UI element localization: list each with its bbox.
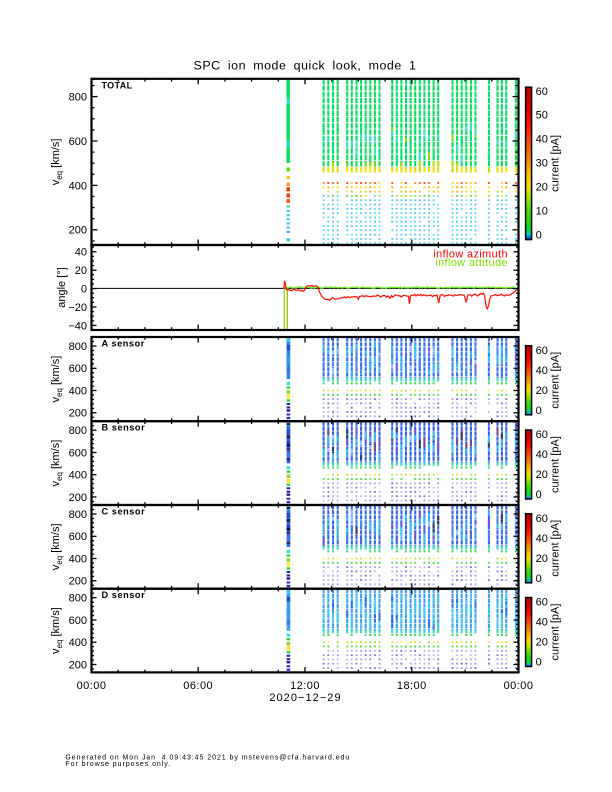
svg-text:TOTAL: TOTAL bbox=[102, 81, 133, 91]
svg-text:200: 200 bbox=[69, 659, 87, 671]
svg-text:40: 40 bbox=[75, 247, 87, 259]
svg-text:0: 0 bbox=[536, 657, 542, 669]
svg-text:20: 20 bbox=[536, 182, 548, 194]
svg-text:0: 0 bbox=[536, 573, 542, 585]
svg-text:200: 200 bbox=[69, 576, 87, 588]
svg-text:40: 40 bbox=[536, 449, 548, 461]
svg-text:12:00: 12:00 bbox=[290, 680, 320, 692]
svg-text:B sensor: B sensor bbox=[102, 423, 146, 433]
svg-text:400: 400 bbox=[69, 385, 87, 397]
svg-text:SPC ion mode quick look, mode: SPC ion mode quick look, mode 1 bbox=[194, 59, 417, 73]
svg-text:60: 60 bbox=[536, 345, 548, 357]
svg-text:20: 20 bbox=[536, 637, 548, 649]
svg-text:10: 10 bbox=[536, 206, 548, 218]
svg-text:inflow attitude: inflow attitude bbox=[435, 257, 508, 269]
svg-text:current [pA]: current [pA] bbox=[550, 135, 562, 192]
svg-text:For browse purposes only.: For browse purposes only. bbox=[65, 761, 171, 768]
svg-text:40: 40 bbox=[536, 134, 548, 146]
svg-text:800: 800 bbox=[69, 341, 87, 353]
svg-text:600: 600 bbox=[69, 136, 87, 148]
svg-text:60: 60 bbox=[536, 429, 548, 441]
svg-text:200: 200 bbox=[69, 408, 87, 420]
svg-text:C sensor: C sensor bbox=[102, 507, 146, 517]
svg-text:400: 400 bbox=[69, 470, 87, 482]
svg-text:400: 400 bbox=[69, 180, 87, 192]
svg-text:200: 200 bbox=[69, 225, 87, 237]
svg-text:800: 800 bbox=[69, 425, 87, 437]
svg-text:20: 20 bbox=[536, 385, 548, 397]
svg-text:20: 20 bbox=[536, 553, 548, 565]
svg-text:20: 20 bbox=[75, 265, 87, 277]
svg-text:00:00: 00:00 bbox=[504, 680, 534, 692]
svg-text:−40: −40 bbox=[68, 320, 87, 332]
svg-text:800: 800 bbox=[69, 593, 87, 605]
svg-text:40: 40 bbox=[536, 617, 548, 629]
svg-text:inflow azimuth: inflow azimuth bbox=[433, 249, 508, 261]
svg-text:D sensor: D sensor bbox=[102, 590, 146, 600]
svg-text:50: 50 bbox=[536, 110, 548, 122]
svg-text:600: 600 bbox=[69, 615, 87, 627]
svg-text:40: 40 bbox=[536, 365, 548, 377]
svg-text:60: 60 bbox=[536, 513, 548, 525]
svg-text:400: 400 bbox=[69, 637, 87, 649]
svg-text:800: 800 bbox=[69, 92, 87, 104]
svg-text:Generated on Mon Jan 4 09:43:: Generated on Mon Jan 4 09:43:45 2021 by … bbox=[65, 754, 350, 761]
svg-text:200: 200 bbox=[69, 492, 87, 504]
svg-text:60: 60 bbox=[536, 86, 548, 98]
svg-text:40: 40 bbox=[536, 533, 548, 545]
svg-text:0: 0 bbox=[81, 284, 87, 296]
svg-text:600: 600 bbox=[69, 531, 87, 543]
svg-text:400: 400 bbox=[69, 553, 87, 565]
svg-text:600: 600 bbox=[69, 447, 87, 459]
svg-text:0: 0 bbox=[536, 489, 542, 501]
svg-text:2020−12−29: 2020−12−29 bbox=[269, 692, 341, 704]
svg-text:00:00: 00:00 bbox=[77, 680, 107, 692]
svg-text:20: 20 bbox=[536, 469, 548, 481]
svg-text:A sensor: A sensor bbox=[102, 339, 145, 349]
svg-text:60: 60 bbox=[536, 597, 548, 609]
svg-text:30: 30 bbox=[536, 158, 548, 170]
svg-text:current [pA]: current [pA] bbox=[550, 604, 562, 661]
svg-text:18:00: 18:00 bbox=[397, 680, 427, 692]
svg-text:0: 0 bbox=[536, 405, 542, 417]
svg-text:angle [°]: angle [°] bbox=[56, 267, 68, 307]
svg-text:800: 800 bbox=[69, 509, 87, 521]
svg-text:0: 0 bbox=[536, 229, 542, 241]
svg-text:current [pA]: current [pA] bbox=[550, 520, 562, 577]
svg-text:current [pA]: current [pA] bbox=[550, 352, 562, 409]
svg-text:−20: −20 bbox=[68, 302, 87, 314]
svg-text:current [pA]: current [pA] bbox=[550, 436, 562, 493]
svg-text:06:00: 06:00 bbox=[183, 680, 213, 692]
svg-text:600: 600 bbox=[69, 363, 87, 375]
